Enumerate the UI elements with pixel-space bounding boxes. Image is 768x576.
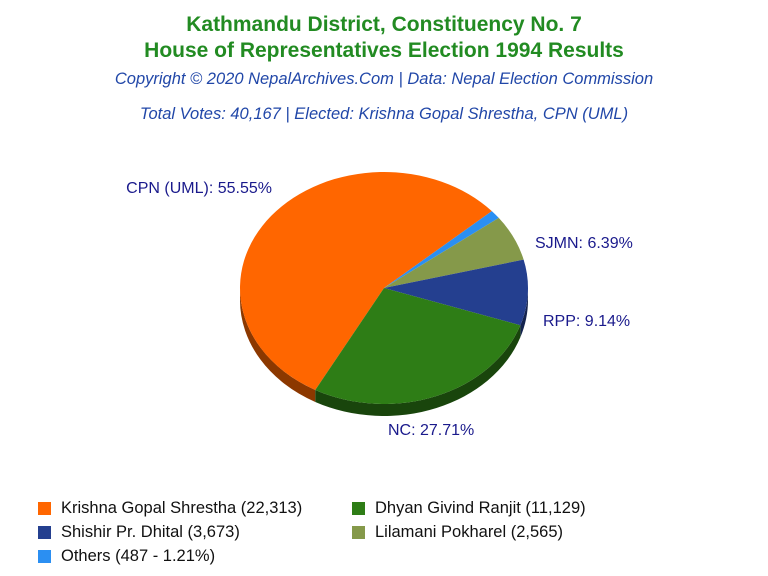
pie-slice-cpn-uml — [240, 171, 492, 390]
pie-slice-rpp — [384, 259, 529, 326]
legend-item-rpp: Shishir Pr. Dhital (3,673) — [38, 522, 240, 542]
legend-swatch-cpn-uml — [38, 501, 51, 515]
legend-label-cpn-uml: Krishna Gopal Shrestha (22,313) — [61, 498, 303, 517]
legend-label-rpp: Shishir Pr. Dhital (3,673) — [61, 522, 240, 541]
summary-line: Total Votes: 40,167 | Elected: Krishna G… — [139, 105, 629, 123]
slice-label-sjmn: SJMN: 6.39% — [535, 235, 633, 252]
legend-swatch-sjmn — [352, 525, 365, 539]
legend-item-cpn-uml: Krishna Gopal Shrestha (22,313) — [38, 498, 302, 518]
pie-slice-nc — [315, 288, 521, 404]
legend-label-nc: Dhyan Givind Ranjit (11,129) — [375, 498, 586, 517]
slice-label-rpp: RPP: 9.14% — [543, 313, 630, 330]
chart-title-line1: Kathmandu District, Constituency No. 7 — [186, 13, 582, 36]
legend-swatch-others — [38, 549, 51, 563]
legend-item-others: Others (487 - 1.21%) — [38, 546, 215, 566]
pie-side-group — [240, 288, 528, 416]
legend-item-nc: Dhyan Givind Ranjit (11,129) — [352, 498, 586, 518]
pie-slice-others — [384, 211, 499, 288]
pie-slice-sjmn — [384, 217, 524, 288]
legend-item-sjmn: Lilamani Pokharel (2,565) — [352, 522, 563, 542]
legend-label-others: Others (487 - 1.21%) — [61, 546, 216, 565]
pie-side-nc — [315, 325, 521, 416]
pie-top-group — [240, 171, 529, 404]
pie-side-rpp — [520, 288, 528, 338]
copyright-line: Copyright © 2020 NepalArchives.Com | Dat… — [114, 70, 654, 88]
slice-label-cpn-uml: CPN (UML): 55.55% — [126, 180, 272, 197]
legend-swatch-nc — [352, 501, 365, 515]
legend-swatch-rpp — [38, 525, 51, 539]
legend-label-sjmn: Lilamani Pokharel (2,565) — [375, 522, 564, 541]
pie-side-cpn-uml — [240, 288, 316, 402]
chart-title-line2: House of Representatives Election 1994 R… — [144, 39, 624, 62]
slice-label-nc: NC: 27.71% — [388, 422, 474, 439]
